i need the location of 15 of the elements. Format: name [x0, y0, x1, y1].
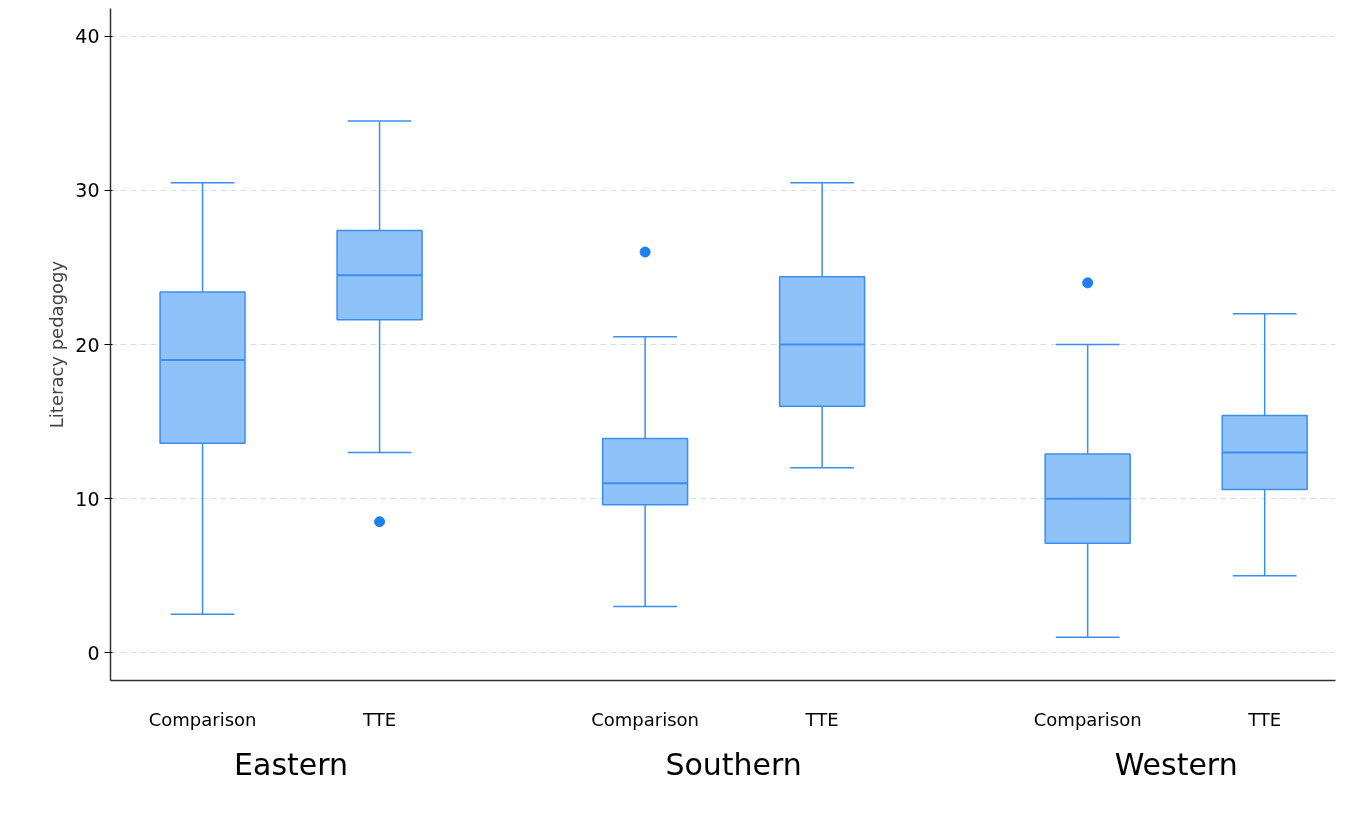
- y-tick-label: 30: [75, 179, 100, 202]
- y-tick-label: 0: [87, 641, 100, 664]
- x-tick-label: TTE: [804, 708, 839, 730]
- x-tick-label: TTE: [362, 708, 397, 730]
- y-tick-label: 40: [75, 25, 100, 48]
- y-tick-label: 10: [75, 487, 100, 510]
- y-tick-label: 20: [75, 333, 100, 356]
- y-axis-title: Literacy pedagogy: [46, 260, 68, 429]
- text: Eastern: [234, 746, 349, 782]
- x-tick-label: TTE: [1247, 708, 1282, 730]
- x-tick-label: Comparison: [1033, 708, 1142, 730]
- text: Western: [1114, 746, 1238, 782]
- text: Southern: [665, 746, 802, 782]
- x-tick-label: Comparison: [591, 708, 700, 730]
- x-tick-label: Comparison: [148, 708, 257, 730]
